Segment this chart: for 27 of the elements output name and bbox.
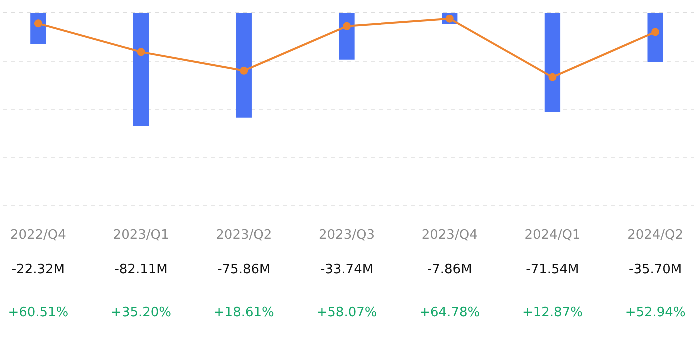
data-label: +12.87% <box>522 305 583 320</box>
data-label: +35.20% <box>111 305 172 320</box>
x-tick-label: 2023/Q2 <box>216 228 272 244</box>
point <box>137 48 146 56</box>
x-tick-label: 2024/Q1 <box>524 228 581 244</box>
data-label: -7.86M <box>427 262 472 278</box>
point <box>34 20 42 28</box>
data-label: -22.32M <box>12 262 65 278</box>
point <box>343 22 351 30</box>
x-tick-label: 2023/Q3 <box>319 228 375 244</box>
data-label: -71.54M <box>526 262 580 278</box>
x-tick-label: 2024/Q2 <box>628 228 684 244</box>
data-label: -35.70M <box>629 262 682 278</box>
x-tick-label: 2022/Q4 <box>10 228 66 244</box>
point <box>240 66 248 75</box>
data-label: -75.86M <box>218 262 271 278</box>
data-label: +60.51% <box>8 305 69 320</box>
data-label: +58.07% <box>316 305 378 320</box>
point <box>548 73 557 82</box>
data-label: -82.11M <box>114 262 168 278</box>
x-tick-label: 2023/Q4 <box>422 228 478 244</box>
data-label: +64.78% <box>420 305 480 320</box>
data-label: +18.61% <box>214 305 274 320</box>
data-label: -33.74M <box>320 262 374 278</box>
point <box>652 28 660 36</box>
data-label: +52.94% <box>625 305 686 320</box>
x-tick-label: 2023/Q1 <box>113 228 170 244</box>
